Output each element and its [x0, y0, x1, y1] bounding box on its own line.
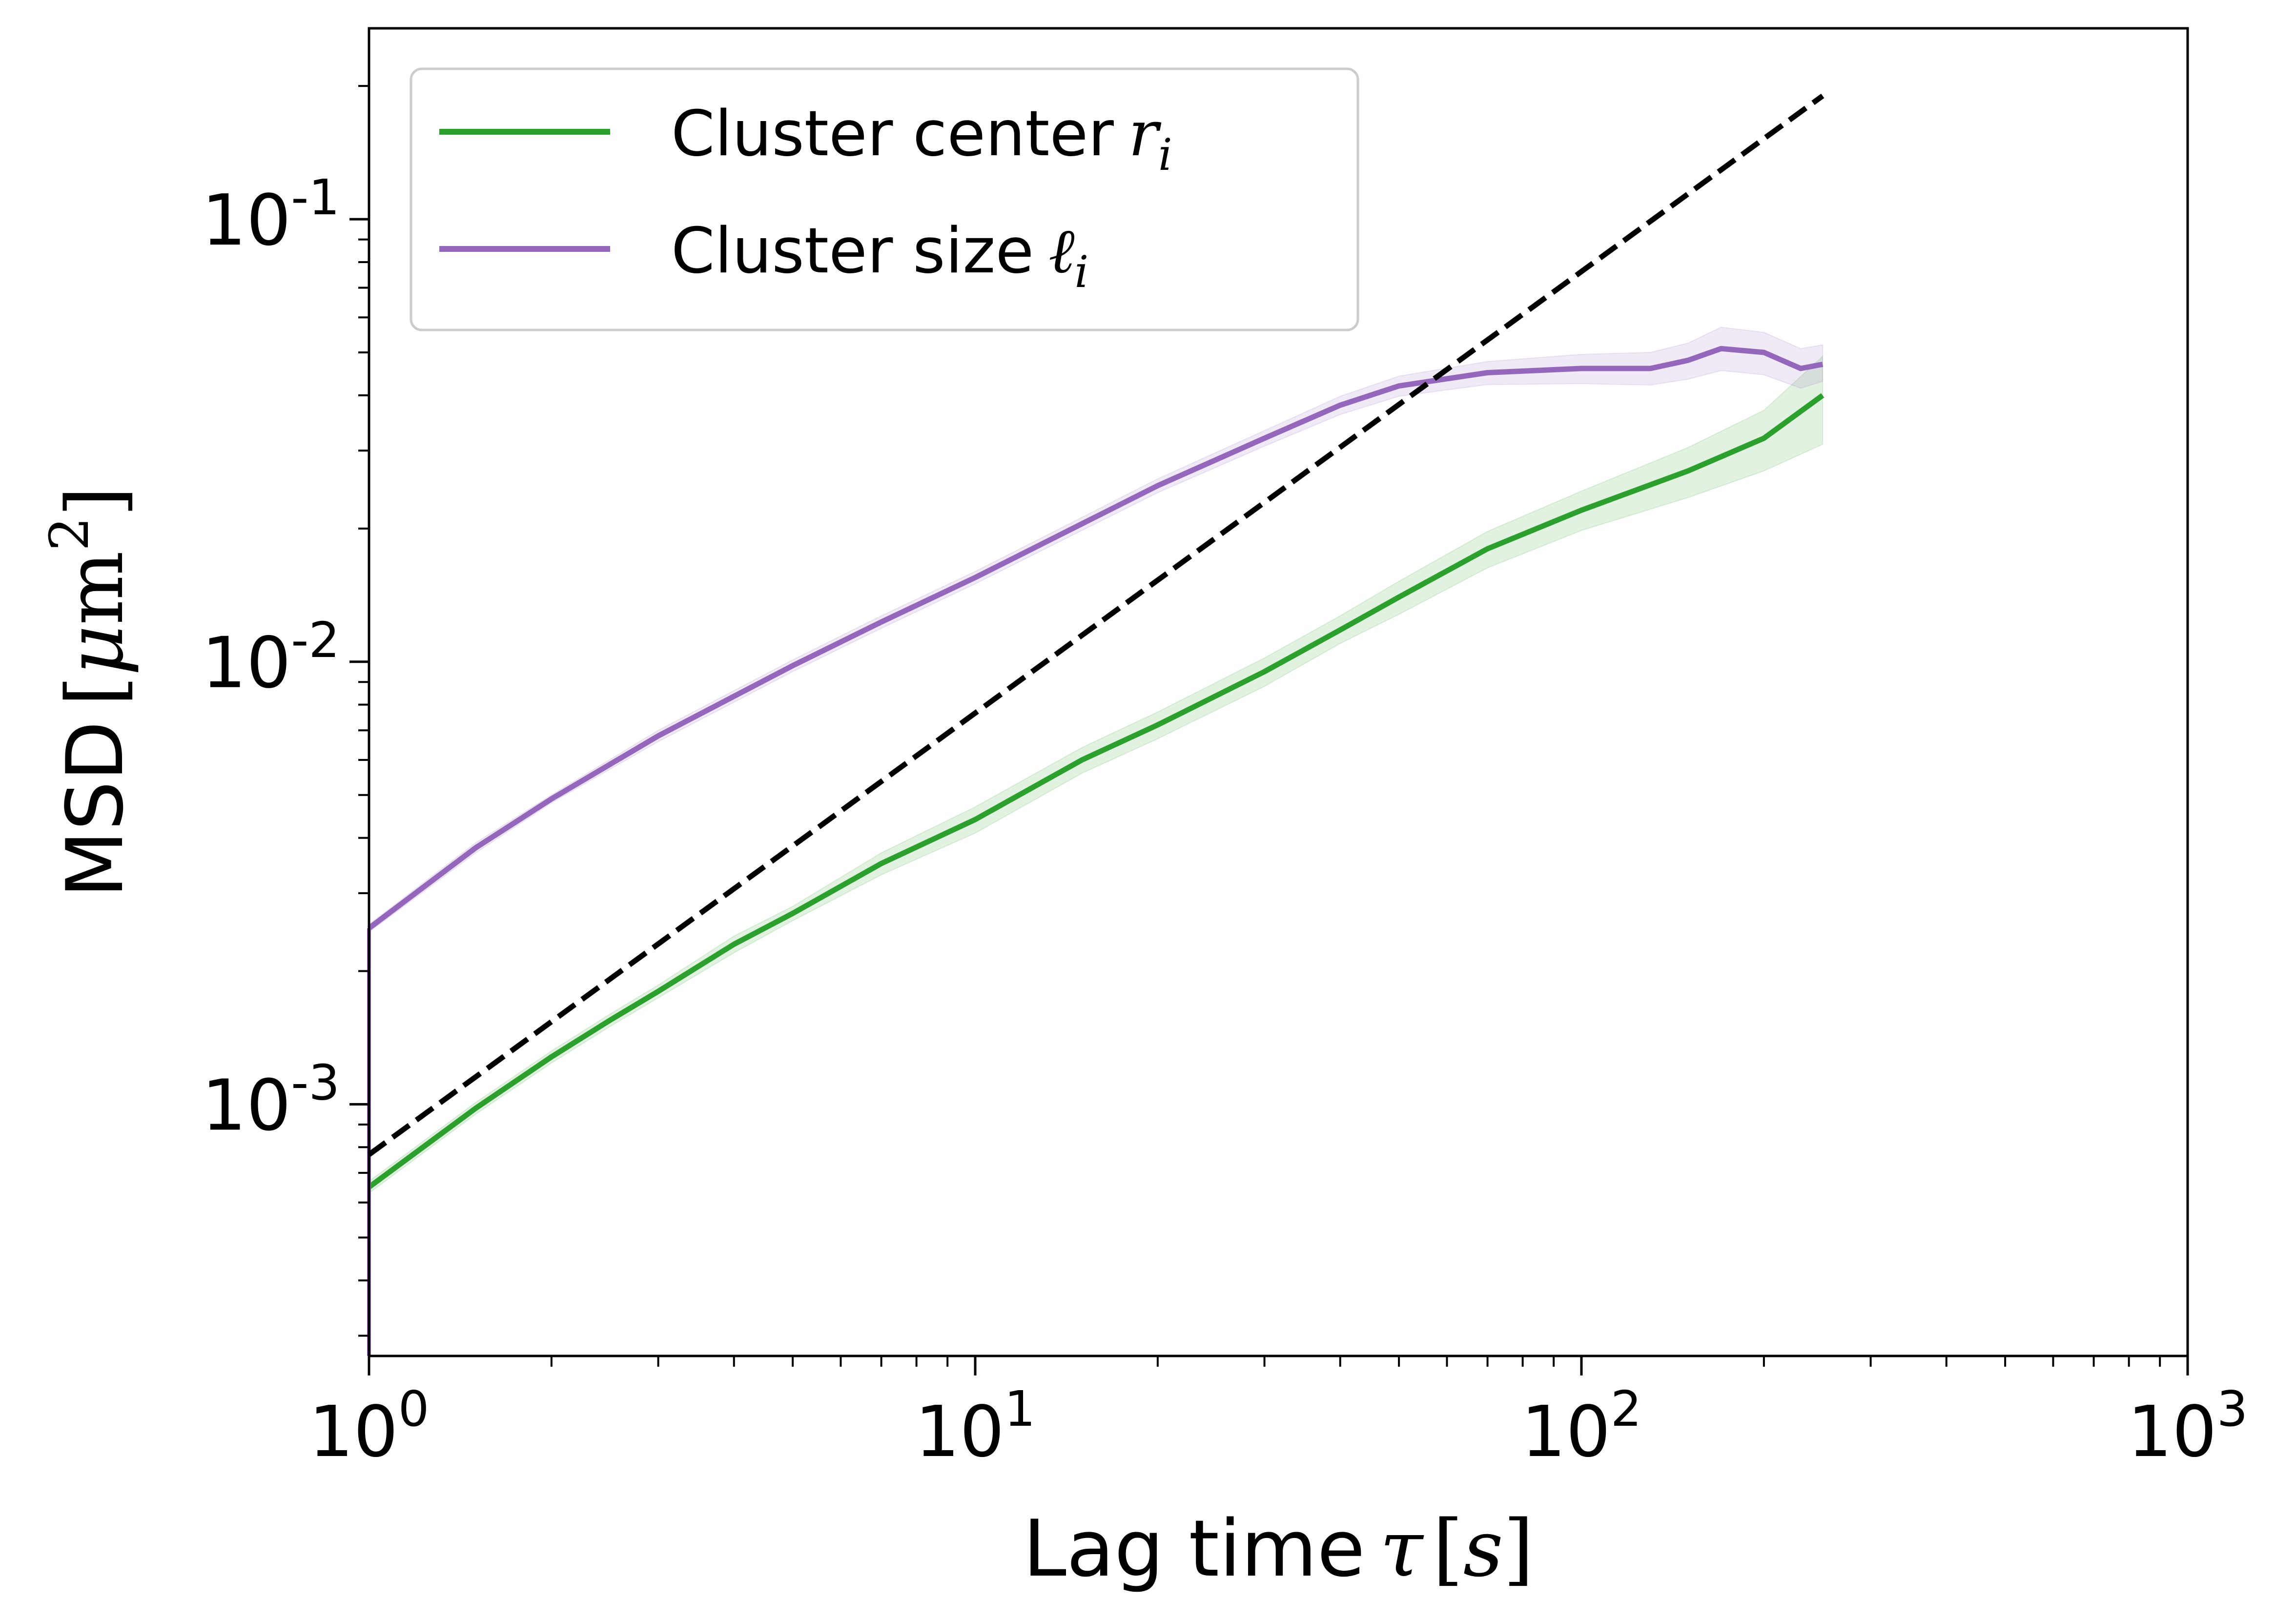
- series-line-0: [367, 393, 1824, 1190]
- plot-frame: [368, 27, 2189, 1357]
- x-axis-title-text: Lag time: [1023, 1503, 1365, 1594]
- x-axis-title-symbol: τ: [1380, 1503, 1424, 1594]
- y-axis-title-unit-mu: μ: [49, 625, 141, 676]
- legend: Cluster center ri Cluster size ℓi: [410, 67, 1359, 331]
- y-axis-title: MSD[μm2]: [38, 486, 141, 898]
- legend-box: [410, 67, 1359, 331]
- y-tick-label: 10-2: [202, 612, 340, 704]
- x-tick-label: 103: [2128, 1380, 2248, 1473]
- x-tick-label: 102: [1521, 1380, 1642, 1473]
- x-axis-title-unit: s: [1463, 1503, 1503, 1594]
- y-axis-title-text: MSD: [49, 721, 141, 898]
- y-tick-label: 10-3: [202, 1054, 340, 1146]
- x-axis-ticks: 100 101 102 103: [309, 1356, 2248, 1473]
- x-tick-label: 101: [915, 1380, 1036, 1473]
- y-axis-title-unit-m: m: [49, 551, 141, 625]
- x-tick-label: 100: [309, 1380, 430, 1473]
- legend-label-cluster-center: Cluster center: [671, 98, 1114, 170]
- reference-dashed-line: [367, 93, 1824, 1157]
- legend-entry-cluster-center: Cluster center ri: [671, 98, 1172, 181]
- x-axis-title: Lag time τ [s]: [1023, 1503, 1534, 1594]
- band-1: [369, 327, 1824, 933]
- y-axis-title-unit-sup: 2: [38, 517, 101, 551]
- y-axis-ticks: 10-3 10-2 10-1: [202, 85, 369, 1337]
- legend-label-cluster-size: Cluster size: [671, 215, 1034, 287]
- y-tick-label: 10-1: [202, 169, 340, 261]
- legend-entry-cluster-size: Cluster size ℓi: [671, 215, 1088, 298]
- series-line-1: [367, 346, 1824, 930]
